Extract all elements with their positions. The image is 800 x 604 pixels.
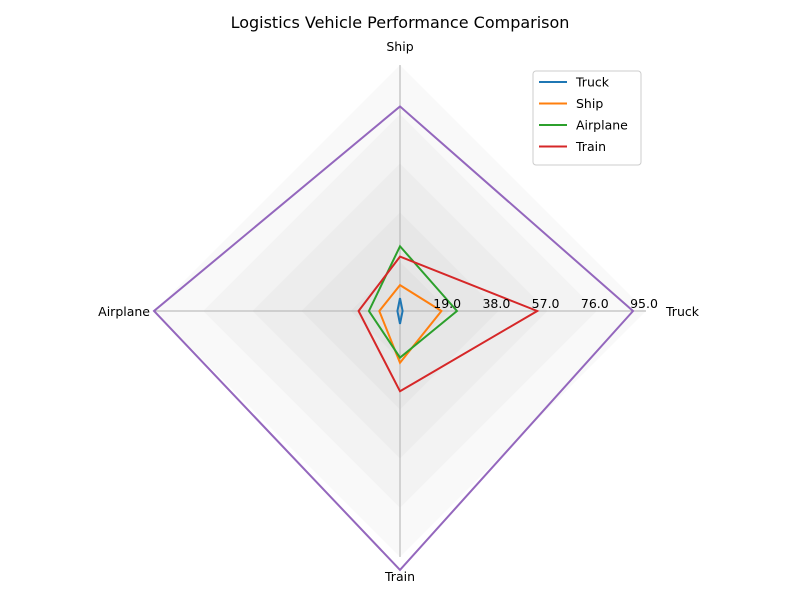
legend: Truck Ship Airplane Train bbox=[532, 70, 642, 166]
legend-label: Airplane bbox=[576, 118, 628, 133]
legend-label: Ship bbox=[576, 96, 603, 111]
radial-tick-label: 38.0 bbox=[482, 296, 510, 311]
axis-label: Truck bbox=[665, 304, 700, 319]
series-line bbox=[367, 244, 459, 360]
series-line bbox=[357, 255, 540, 393]
chart-title: Logistics Vehicle Performance Comparison bbox=[231, 13, 570, 32]
legend-frame bbox=[532, 70, 642, 166]
radial-tick-label: 19.0 bbox=[433, 296, 461, 311]
series-line bbox=[152, 105, 635, 572]
axis-labels: Truck Ship Airplane Train bbox=[98, 39, 700, 584]
radial-tick-label: 76.0 bbox=[581, 296, 609, 311]
radial-tick-label: 57.0 bbox=[532, 296, 560, 311]
axis-label: Train bbox=[384, 569, 415, 584]
axis-label: Airplane bbox=[98, 304, 150, 319]
series-line bbox=[396, 297, 404, 325]
series-layer bbox=[152, 105, 635, 572]
radial-tick-labels: 19.0 38.0 57.0 76.0 95.0 bbox=[433, 296, 658, 311]
legend-label: Train bbox=[575, 139, 606, 154]
radial-tick-label: 95.0 bbox=[630, 296, 658, 311]
legend-label: Truck bbox=[575, 75, 610, 90]
axis-label: Ship bbox=[386, 39, 413, 54]
